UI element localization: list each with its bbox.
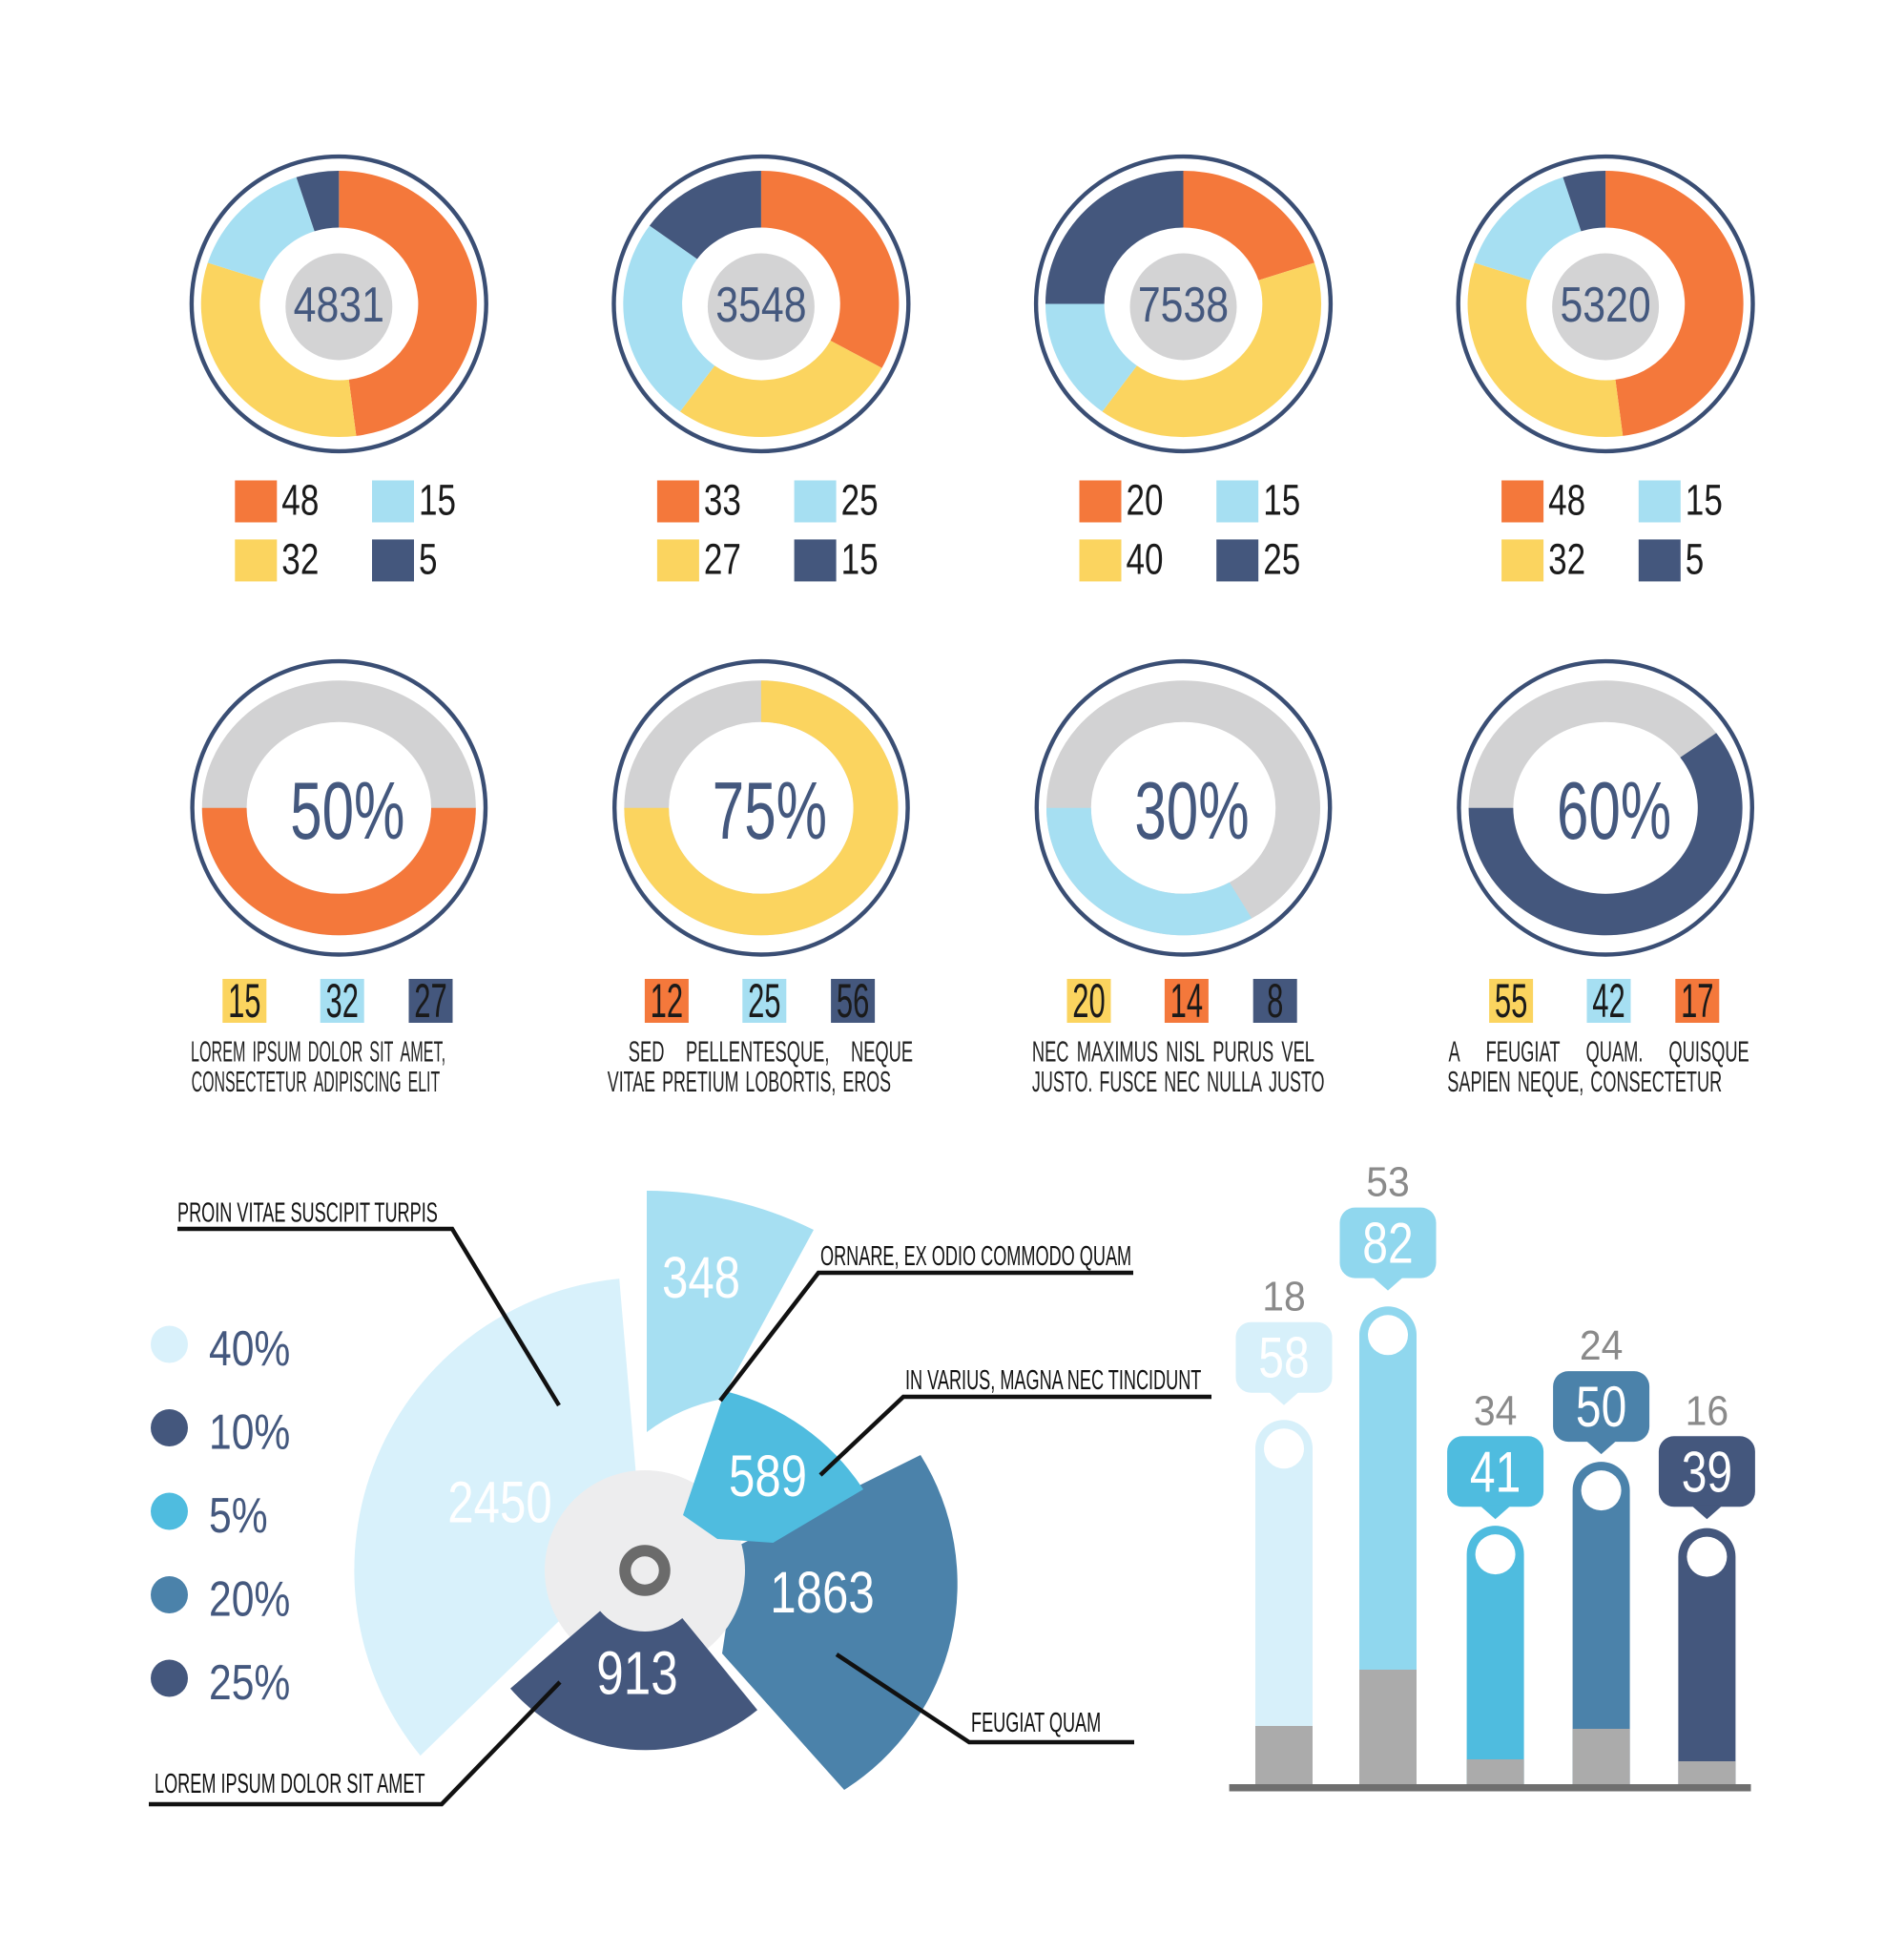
svg-text:NEC: NEC [1164,1066,1200,1098]
svg-text:48: 48 [281,475,319,524]
svg-text:589: 589 [729,1444,807,1508]
svg-text:16: 16 [1686,1388,1729,1435]
svg-text:56: 56 [837,973,869,1027]
svg-text:DOLOR: DOLOR [308,1036,362,1069]
svg-text:PROIN VITAE SUSCIPIT TURPIS: PROIN VITAE SUSCIPIT TURPIS [177,1197,438,1228]
svg-text:41: 41 [1470,1440,1521,1504]
svg-text:12: 12 [651,973,683,1027]
svg-text:20%: 20% [209,1572,290,1628]
svg-text:15: 15 [419,475,456,524]
svg-text:QUISQUE: QUISQUE [1668,1036,1749,1069]
svg-text:NEQUE,: NEQUE, [1518,1066,1583,1098]
svg-text:CONSECTETUR: CONSECTETUR [192,1066,307,1098]
svg-text:14: 14 [1170,973,1203,1027]
svg-text:5320: 5320 [1560,278,1650,333]
svg-text:32: 32 [325,973,358,1027]
svg-text:1863: 1863 [770,1560,874,1625]
svg-text:27: 27 [414,973,446,1027]
svg-text:20: 20 [1127,475,1164,524]
svg-text:FUSCE: FUSCE [1099,1066,1157,1098]
svg-text:32: 32 [281,534,319,583]
svg-text:ORNARE, EX ODIO COMMODO QUAM: ORNARE, EX ODIO COMMODO QUAM [820,1241,1131,1272]
svg-text:QUAM.: QUAM. [1586,1036,1644,1069]
svg-text:NISL: NISL [1166,1036,1205,1069]
svg-text:53: 53 [1366,1159,1410,1206]
svg-text:JUSTO: JUSTO [1269,1066,1325,1098]
svg-text:5: 5 [419,534,438,583]
svg-text:32: 32 [1548,534,1585,583]
svg-text:15: 15 [228,973,260,1027]
svg-text:NEQUE: NEQUE [851,1036,913,1069]
svg-text:AMET,: AMET, [401,1036,446,1069]
svg-text:18: 18 [1262,1274,1306,1320]
svg-text:4831: 4831 [294,278,384,333]
svg-text:39: 39 [1682,1440,1732,1504]
svg-text:24: 24 [1580,1323,1624,1370]
svg-text:17: 17 [1681,973,1713,1027]
svg-text:15: 15 [1686,475,1723,524]
svg-text:25%: 25% [209,1655,290,1711]
svg-text:IN VARIUS, MAGNA NEC TINCIDUNT: IN VARIUS, MAGNA NEC TINCIDUNT [905,1365,1202,1396]
svg-text:348: 348 [662,1245,740,1310]
svg-text:40: 40 [1127,534,1164,583]
svg-text:SIT: SIT [369,1036,393,1069]
svg-text:LOREM IPSUM DOLOR SIT AMET: LOREM IPSUM DOLOR SIT AMET [155,1769,425,1799]
svg-text:VEL: VEL [1281,1036,1314,1069]
svg-text:VITAE: VITAE [608,1066,655,1098]
svg-text:20: 20 [1072,973,1105,1027]
svg-text:60%: 60% [1557,764,1671,856]
svg-text:34: 34 [1474,1388,1518,1435]
svg-text:913: 913 [596,1640,677,1708]
svg-text:3548: 3548 [715,278,806,333]
svg-text:42: 42 [1592,973,1625,1027]
svg-text:SED: SED [629,1036,665,1069]
svg-text:8: 8 [1267,973,1283,1027]
svg-text:FEUGIAT: FEUGIAT [1486,1036,1561,1069]
svg-text:IPSUM: IPSUM [253,1036,301,1069]
svg-text:25: 25 [1263,534,1300,583]
svg-text:33: 33 [704,475,741,524]
svg-text:15: 15 [1263,475,1300,524]
svg-text:10%: 10% [209,1405,290,1461]
svg-text:NEC: NEC [1032,1036,1069,1069]
svg-text:LOREM: LOREM [191,1036,245,1069]
svg-text:7538: 7538 [1138,278,1229,333]
svg-text:25: 25 [748,973,780,1027]
svg-text:ADIPISCING: ADIPISCING [314,1066,402,1098]
svg-text:FEUGIAT QUAM: FEUGIAT QUAM [971,1708,1101,1738]
svg-text:50%: 50% [290,764,404,856]
svg-text:82: 82 [1362,1211,1413,1275]
svg-text:75%: 75% [713,764,827,856]
svg-text:ELIT: ELIT [408,1066,441,1098]
svg-text:MAXIMUS: MAXIMUS [1077,1036,1158,1069]
svg-text:PRETIUM: PRETIUM [662,1066,738,1098]
svg-text:40%: 40% [209,1321,290,1377]
svg-text:PURUS: PURUS [1212,1036,1273,1069]
svg-text:58: 58 [1258,1326,1309,1390]
svg-text:2450: 2450 [447,1469,551,1534]
svg-text:LOBORTIS,: LOBORTIS, [745,1066,836,1098]
svg-text:5%: 5% [209,1488,268,1544]
svg-text:30%: 30% [1134,764,1249,856]
svg-text:NULLA: NULLA [1207,1066,1262,1098]
svg-text:CONSECTETUR: CONSECTETUR [1590,1066,1722,1098]
svg-text:27: 27 [704,534,741,583]
svg-text:SAPIEN: SAPIEN [1447,1066,1510,1098]
svg-text:55: 55 [1495,973,1527,1027]
svg-text:5: 5 [1686,534,1705,583]
svg-text:PELLENTESQUE,: PELLENTESQUE, [686,1036,829,1069]
svg-text:A: A [1449,1036,1460,1069]
svg-text:48: 48 [1548,475,1585,524]
svg-text:50: 50 [1576,1375,1626,1439]
svg-text:15: 15 [841,534,879,583]
svg-text:EROS: EROS [842,1066,891,1098]
svg-text:JUSTO.: JUSTO. [1032,1066,1093,1098]
svg-text:25: 25 [841,475,879,524]
